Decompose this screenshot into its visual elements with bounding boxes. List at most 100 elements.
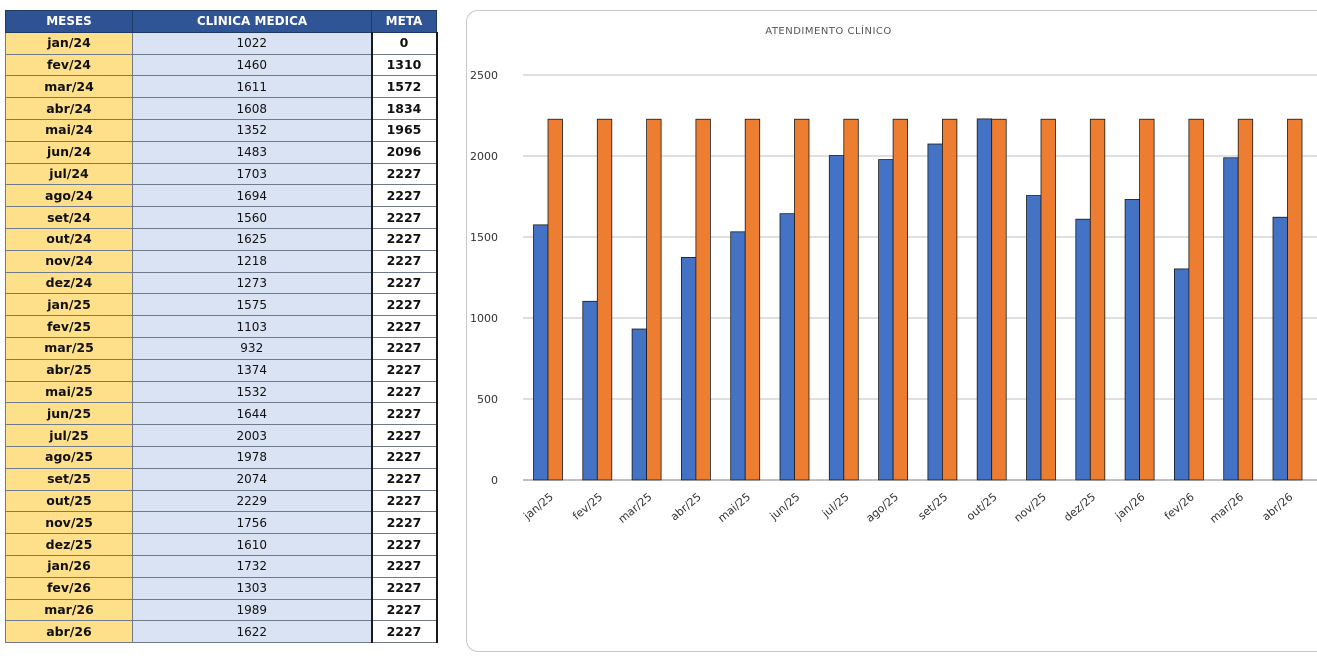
table-row: dez/24 1273 2227 xyxy=(5,271,438,295)
cell-mes[interactable]: jan/24 xyxy=(5,31,133,55)
cell-clinica-medica[interactable]: 1622 xyxy=(132,620,372,644)
cell-clinica-medica[interactable]: 1218 xyxy=(132,249,372,273)
cell-clinica-medica[interactable]: 1483 xyxy=(132,140,372,164)
cell-mes[interactable]: out/24 xyxy=(5,227,133,251)
cell-mes[interactable]: nov/24 xyxy=(5,249,133,273)
cell-meta[interactable]: 1834 xyxy=(370,97,438,120)
cell-mes[interactable]: out/25 xyxy=(5,489,133,513)
cell-mes[interactable]: nov/25 xyxy=(5,511,133,535)
cell-meta[interactable]: 2227 xyxy=(370,598,438,622)
cell-clinica-medica[interactable]: 1303 xyxy=(132,576,372,600)
bar-meta xyxy=(547,118,563,481)
cell-mes[interactable]: fev/24 xyxy=(5,53,133,77)
cell-meta[interactable]: 2227 xyxy=(370,511,438,535)
cell-meta[interactable]: 2227 xyxy=(370,249,438,273)
cell-mes[interactable]: jan/26 xyxy=(5,554,133,578)
cell-clinica-medica[interactable]: 2003 xyxy=(132,424,372,447)
header-clinica-medica[interactable]: CLINICA MEDICA xyxy=(132,10,372,33)
cell-clinica-medica[interactable]: 1644 xyxy=(132,402,372,426)
cell-clinica-medica[interactable]: 1460 xyxy=(132,53,372,77)
cell-mes[interactable]: ago/24 xyxy=(5,184,133,208)
cell-mes[interactable]: set/24 xyxy=(5,206,133,229)
cell-meta[interactable]: 2227 xyxy=(370,402,438,426)
cell-clinica-medica[interactable]: 932 xyxy=(132,336,372,360)
cell-clinica-medica[interactable]: 1352 xyxy=(132,118,372,142)
cell-clinica-medica[interactable]: 1703 xyxy=(132,162,372,186)
cell-clinica-medica[interactable]: 1978 xyxy=(132,445,372,469)
cell-meta[interactable]: 2227 xyxy=(370,445,438,469)
cell-clinica-medica[interactable]: 1694 xyxy=(132,184,372,208)
cell-mes[interactable]: fev/26 xyxy=(5,576,133,600)
cell-mes[interactable]: dez/24 xyxy=(5,271,133,295)
cell-clinica-medica[interactable]: 1374 xyxy=(132,358,372,382)
x-tick-label: out/25 xyxy=(964,490,1000,523)
cell-meta[interactable]: 2227 xyxy=(370,358,438,382)
cell-mes[interactable]: jun/25 xyxy=(5,402,133,426)
cell-mes[interactable]: mar/26 xyxy=(5,598,133,622)
bar-clinica-medica xyxy=(828,155,845,481)
cell-mes[interactable]: mai/25 xyxy=(5,380,133,404)
cell-mes[interactable]: ago/25 xyxy=(5,445,133,469)
cell-meta[interactable]: 2227 xyxy=(370,533,438,556)
cell-mes[interactable]: jul/25 xyxy=(5,424,133,447)
cell-clinica-medica[interactable]: 1756 xyxy=(132,511,372,535)
cell-clinica-medica[interactable]: 1575 xyxy=(132,293,372,317)
bar-meta xyxy=(991,118,1007,481)
cell-clinica-medica[interactable]: 1608 xyxy=(132,97,372,120)
cell-mes[interactable]: dez/25 xyxy=(5,533,133,556)
cell-meta[interactable]: 2227 xyxy=(370,271,438,295)
cell-clinica-medica[interactable]: 1989 xyxy=(132,598,372,622)
x-tick-label: abr/25 xyxy=(668,490,704,523)
table-row: dez/25 1610 2227 xyxy=(5,533,438,556)
header-meta[interactable]: META xyxy=(371,10,437,33)
cell-meta[interactable]: 1572 xyxy=(370,75,438,99)
cell-clinica-medica[interactable]: 1532 xyxy=(132,380,372,404)
cell-meta[interactable]: 2227 xyxy=(370,206,438,229)
cell-meta[interactable]: 2227 xyxy=(370,227,438,251)
cell-clinica-medica[interactable]: 1273 xyxy=(132,271,372,295)
y-tick-label: 500 xyxy=(477,393,498,406)
cell-clinica-medica[interactable]: 1103 xyxy=(132,315,372,338)
cell-mes[interactable]: set/25 xyxy=(5,467,133,491)
cell-meta[interactable]: 1965 xyxy=(370,118,438,142)
cell-mes[interactable]: fev/25 xyxy=(5,315,133,338)
cell-meta[interactable]: 2227 xyxy=(370,293,438,317)
cell-meta[interactable]: 2227 xyxy=(370,620,438,644)
cell-mes[interactable]: jul/24 xyxy=(5,162,133,186)
cell-meta[interactable]: 2227 xyxy=(370,424,438,447)
cell-mes[interactable]: jun/24 xyxy=(5,140,133,164)
bar-clinica-medica xyxy=(1075,218,1091,481)
cell-meta[interactable]: 2227 xyxy=(370,554,438,578)
cell-mes[interactable]: abr/26 xyxy=(5,620,133,644)
cell-mes[interactable]: abr/24 xyxy=(5,97,133,120)
cell-mes[interactable]: mai/24 xyxy=(5,118,133,142)
cell-meta[interactable]: 0 xyxy=(370,31,438,55)
cell-meta[interactable]: 2227 xyxy=(370,380,438,404)
bar-clinica-medica xyxy=(1026,195,1042,481)
cell-clinica-medica[interactable]: 1732 xyxy=(132,554,372,578)
cell-meta[interactable]: 2227 xyxy=(370,467,438,491)
cell-meta[interactable]: 2227 xyxy=(370,576,438,600)
cell-meta[interactable]: 2227 xyxy=(370,162,438,186)
cell-meta[interactable]: 1310 xyxy=(370,53,438,77)
cell-mes[interactable]: mar/25 xyxy=(5,336,133,360)
cell-mes[interactable]: jan/25 xyxy=(5,293,133,317)
cell-mes[interactable]: mar/24 xyxy=(5,75,133,99)
cell-clinica-medica[interactable]: 2074 xyxy=(132,467,372,491)
cell-clinica-medica[interactable]: 1610 xyxy=(132,533,372,556)
table-row: set/25 2074 2227 xyxy=(5,467,438,491)
cell-clinica-medica[interactable]: 1022 xyxy=(132,31,372,55)
table-row: mai/24 1352 1965 xyxy=(5,118,438,142)
cell-clinica-medica[interactable]: 2229 xyxy=(132,489,372,513)
cell-meta[interactable]: 2227 xyxy=(370,336,438,360)
cell-clinica-medica[interactable]: 1611 xyxy=(132,75,372,99)
cell-meta[interactable]: 2227 xyxy=(370,315,438,338)
header-meses[interactable]: MESES xyxy=(5,10,133,33)
x-tick-label: mar/26 xyxy=(1207,490,1246,525)
cell-clinica-medica[interactable]: 1560 xyxy=(132,206,372,229)
cell-mes[interactable]: abr/25 xyxy=(5,358,133,382)
cell-meta[interactable]: 2227 xyxy=(370,489,438,513)
cell-clinica-medica[interactable]: 1625 xyxy=(132,227,372,251)
cell-meta[interactable]: 2227 xyxy=(370,184,438,208)
cell-meta[interactable]: 2096 xyxy=(370,140,438,164)
